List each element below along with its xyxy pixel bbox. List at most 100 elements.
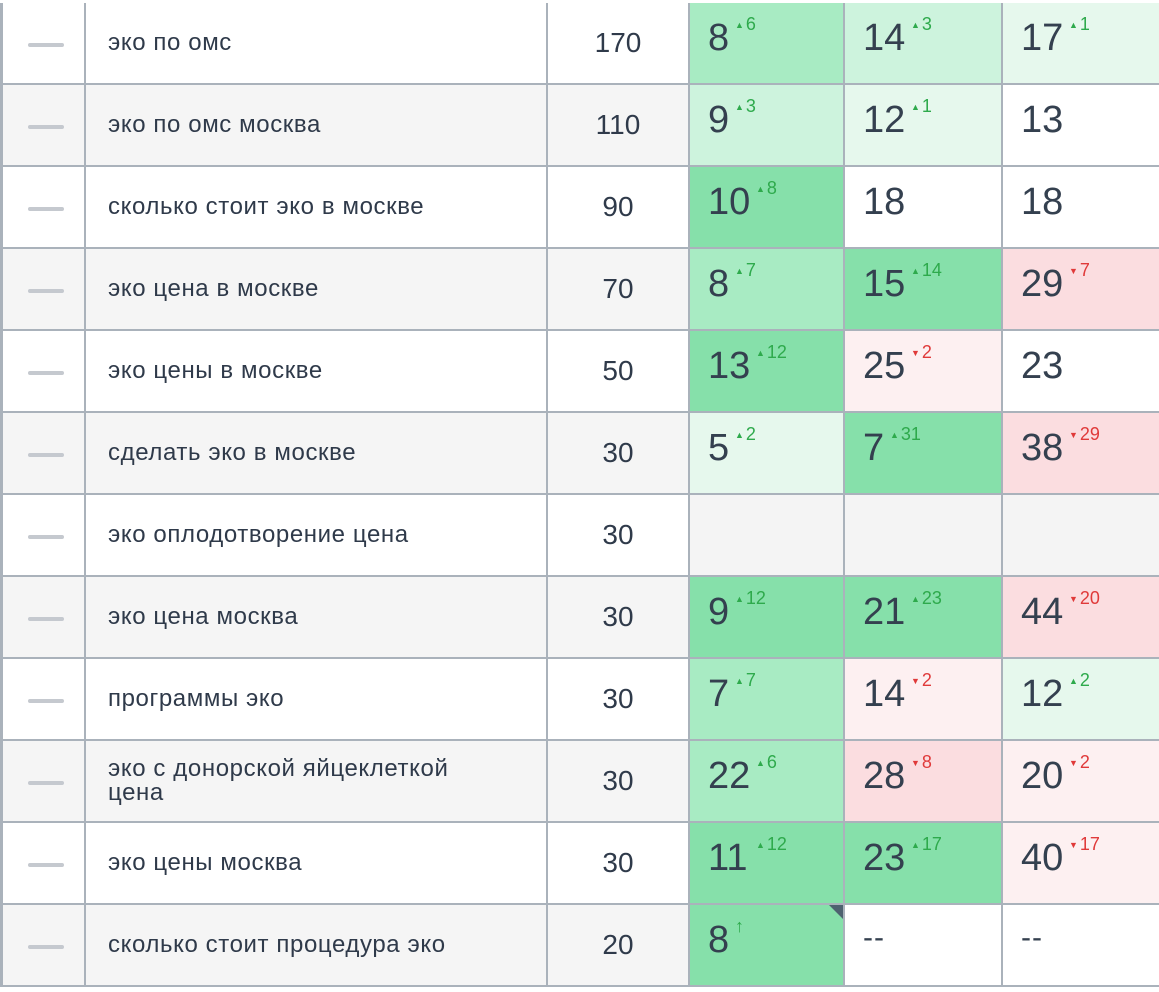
keyword-cell: эко цена в москве bbox=[86, 249, 548, 331]
position-cell[interactable]: 20 ▼ 2 bbox=[1003, 741, 1159, 823]
keyword-text[interactable]: эко цена москва bbox=[108, 603, 299, 630]
position-change-value: ↑ bbox=[735, 916, 744, 936]
triangle-up-icon: ▲ bbox=[911, 266, 920, 276]
position-cell[interactable]: 14 ▲ 3 bbox=[845, 3, 1003, 85]
position-cell[interactable]: 8 ▲ 7 bbox=[690, 249, 845, 331]
position-change: ▼ 29 bbox=[1069, 424, 1100, 445]
position-change: ▲ 2 bbox=[735, 424, 756, 445]
table-row[interactable]: эко оплодотворение цена 30 bbox=[0, 495, 1159, 577]
position-cell[interactable]: 9 ▲ 12 bbox=[690, 577, 845, 659]
position-cell[interactable]: 13 ▲ 12 bbox=[690, 331, 845, 413]
table-row[interactable]: эко цены в москве 50 13 ▲ 12 25 ▼ 2 23 bbox=[0, 331, 1159, 413]
position-value: 13 bbox=[708, 345, 751, 387]
triangle-up-icon: ▲ bbox=[1069, 20, 1078, 30]
position-change-value: 7 bbox=[745, 260, 756, 280]
drag-handle-icon[interactable] bbox=[28, 453, 64, 457]
position-cell[interactable]: -- bbox=[845, 905, 1003, 987]
position-cell[interactable]: 44 ▼ 20 bbox=[1003, 577, 1159, 659]
position-cell[interactable]: 28 ▼ 8 bbox=[845, 741, 1003, 823]
position-cell[interactable]: 18 bbox=[1003, 167, 1159, 249]
position-cell[interactable]: 7 ▲ 31 bbox=[845, 413, 1003, 495]
drag-handle-icon[interactable] bbox=[28, 863, 64, 867]
keyword-text[interactable]: эко по омс bbox=[108, 29, 232, 56]
position-cell[interactable]: 15 ▲ 14 bbox=[845, 249, 1003, 331]
position-cell[interactable]: 18 bbox=[845, 167, 1003, 249]
keyword-text[interactable]: сколько стоит процедура эко bbox=[108, 931, 446, 958]
frequency-cell: 30 bbox=[548, 413, 690, 495]
triangle-up-icon: ▲ bbox=[911, 840, 920, 850]
position-cell[interactable]: 11 ▲ 12 bbox=[690, 823, 845, 905]
position-cell[interactable]: 17 ▲ 1 bbox=[1003, 3, 1159, 85]
position-cell[interactable]: 25 ▼ 2 bbox=[845, 331, 1003, 413]
keyword-text[interactable]: сделать эко в москве bbox=[108, 439, 357, 466]
frequency-value: 30 bbox=[602, 847, 634, 878]
drag-handle-icon[interactable] bbox=[28, 945, 64, 949]
keyword-text[interactable]: сколько стоит эко в москве bbox=[108, 193, 425, 220]
position-change-value: 31 bbox=[900, 424, 921, 444]
position-cell[interactable] bbox=[845, 495, 1003, 577]
keyword-cell: сделать эко в москве bbox=[86, 413, 548, 495]
drag-cell bbox=[0, 413, 86, 495]
position-cell[interactable]: 40 ▼ 17 bbox=[1003, 823, 1159, 905]
drag-handle-icon[interactable] bbox=[28, 207, 64, 211]
position-value: 20 bbox=[1021, 755, 1064, 797]
position-cell[interactable]: 14 ▼ 2 bbox=[845, 659, 1003, 741]
drag-handle-icon[interactable] bbox=[28, 699, 64, 703]
drag-handle-icon[interactable] bbox=[28, 43, 64, 47]
keyword-text[interactable]: эко с донорской яйцеклеткой цена bbox=[108, 755, 449, 806]
position-value: 23 bbox=[863, 837, 906, 879]
triangle-down-icon: ▼ bbox=[911, 676, 920, 686]
drag-handle-icon[interactable] bbox=[28, 535, 64, 539]
keyword-text[interactable]: эко оплодотворение цена bbox=[108, 521, 409, 548]
table-row[interactable]: эко цена в москве 70 8 ▲ 7 15 ▲ 14 29 ▼ 7 bbox=[0, 249, 1159, 331]
table-row[interactable]: эко по омс москва 110 9 ▲ 3 12 ▲ 1 13 bbox=[0, 85, 1159, 167]
keyword-text[interactable]: программы эко bbox=[108, 685, 285, 712]
position-cell[interactable]: -- bbox=[1003, 905, 1159, 987]
drag-handle-icon[interactable] bbox=[28, 125, 64, 129]
keyword-text[interactable]: эко цены москва bbox=[108, 849, 303, 876]
drag-handle-icon[interactable] bbox=[28, 617, 64, 621]
table-row[interactable]: эко цены москва 30 11 ▲ 12 23 ▲ 17 40 ▼ 17 bbox=[0, 823, 1159, 905]
keyword-text[interactable]: эко цены в москве bbox=[108, 357, 323, 384]
triangle-down-icon: ▼ bbox=[911, 348, 920, 358]
position-cell[interactable]: 23 bbox=[1003, 331, 1159, 413]
position-cell[interactable]: 22 ▲ 6 bbox=[690, 741, 845, 823]
table-row[interactable]: сделать эко в москве 30 5 ▲ 2 7 ▲ 31 38 ▼ 29 bbox=[0, 413, 1159, 495]
position-cell[interactable] bbox=[690, 495, 845, 577]
position-cell[interactable]: 10 ▲ 8 bbox=[690, 167, 845, 249]
position-cell[interactable]: 8 ↑ bbox=[690, 905, 845, 987]
table-row[interactable]: эко цена москва 30 9 ▲ 12 21 ▲ 23 44 ▼ 20 bbox=[0, 577, 1159, 659]
position-cell[interactable]: 29 ▼ 7 bbox=[1003, 249, 1159, 331]
position-cell[interactable]: 12 ▲ 1 bbox=[845, 85, 1003, 167]
triangle-up-icon: ▲ bbox=[735, 676, 744, 686]
position-cell[interactable]: 7 ▲ 7 bbox=[690, 659, 845, 741]
position-value: 40 bbox=[1021, 837, 1064, 879]
keyword-text[interactable]: эко по омс москва bbox=[108, 111, 321, 138]
table-row[interactable]: сколько стоит процедура эко 20 8 ↑ -- -- bbox=[0, 905, 1159, 987]
position-cell[interactable]: 5 ▲ 2 bbox=[690, 413, 845, 495]
position-cell[interactable] bbox=[1003, 495, 1159, 577]
frequency-cell: 110 bbox=[548, 85, 690, 167]
drag-handle-icon[interactable] bbox=[28, 781, 64, 785]
drag-handle-icon[interactable] bbox=[28, 371, 64, 375]
position-value: -- bbox=[863, 921, 885, 954]
position-cell[interactable]: 21 ▲ 23 bbox=[845, 577, 1003, 659]
triangle-up-icon: ▲ bbox=[735, 102, 744, 112]
triangle-down-icon: ▼ bbox=[1069, 758, 1078, 768]
drag-cell bbox=[0, 3, 86, 85]
position-change-value: 12 bbox=[766, 834, 787, 854]
position-cell[interactable]: 12 ▲ 2 bbox=[1003, 659, 1159, 741]
table-row[interactable]: программы эко 30 7 ▲ 7 14 ▼ 2 12 ▲ 2 bbox=[0, 659, 1159, 741]
position-cell[interactable]: 23 ▲ 17 bbox=[845, 823, 1003, 905]
table-row[interactable]: сколько стоит эко в москве 90 10 ▲ 8 18 18 bbox=[0, 167, 1159, 249]
keyword-text[interactable]: эко цена в москве bbox=[108, 275, 319, 302]
triangle-up-icon: ▲ bbox=[735, 266, 744, 276]
position-cell[interactable]: 9 ▲ 3 bbox=[690, 85, 845, 167]
table-row[interactable]: эко с донорской яйцеклеткой цена 30 22 ▲ 6 28… bbox=[0, 741, 1159, 823]
position-cell[interactable]: 38 ▼ 29 bbox=[1003, 413, 1159, 495]
position-change-value: 23 bbox=[921, 588, 942, 608]
position-cell[interactable]: 8 ▲ 6 bbox=[690, 3, 845, 85]
position-cell[interactable]: 13 bbox=[1003, 85, 1159, 167]
drag-handle-icon[interactable] bbox=[28, 289, 64, 293]
table-row[interactable]: эко по омс 170 8 ▲ 6 14 ▲ 3 17 ▲ 1 bbox=[0, 3, 1159, 85]
